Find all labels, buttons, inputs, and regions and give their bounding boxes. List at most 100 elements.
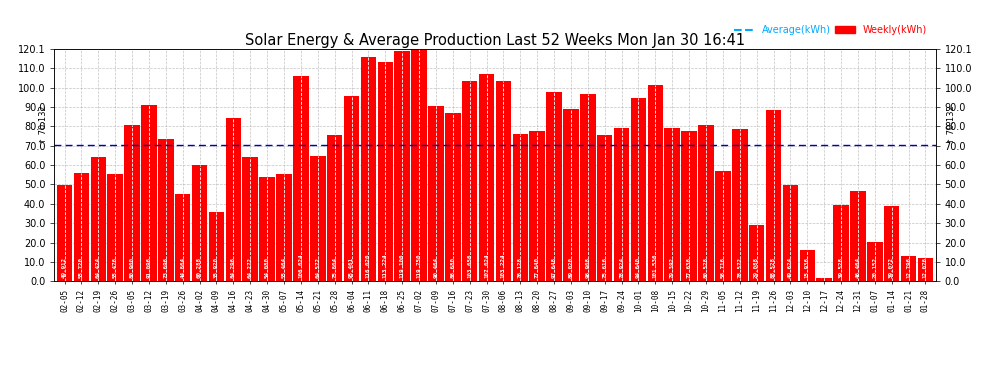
Text: 80.900: 80.900 <box>130 257 135 278</box>
Bar <box>546 92 562 281</box>
Text: 64.424: 64.424 <box>96 257 101 278</box>
Bar <box>192 165 207 281</box>
Bar <box>918 258 934 281</box>
Text: 94.640: 94.640 <box>636 257 641 278</box>
Text: 103.656: 103.656 <box>467 254 472 278</box>
Text: 64.572: 64.572 <box>315 257 321 278</box>
Legend: Average(kWh), Weekly(kWh): Average(kWh), Weekly(kWh) <box>731 21 931 39</box>
Bar <box>563 109 579 281</box>
Text: 75.804: 75.804 <box>333 257 338 278</box>
Bar <box>108 174 123 281</box>
Text: 29.088: 29.088 <box>754 257 759 278</box>
Text: 55.476: 55.476 <box>113 257 118 278</box>
Bar <box>428 106 444 281</box>
Bar <box>597 135 613 281</box>
Text: 90.464: 90.464 <box>434 257 439 278</box>
Text: 97.648: 97.648 <box>551 257 556 278</box>
Text: 60.288: 60.288 <box>197 257 202 278</box>
Text: 79.392: 79.392 <box>669 257 675 278</box>
Bar <box>209 212 225 281</box>
Text: 12.796: 12.796 <box>906 257 911 278</box>
Bar <box>310 156 326 281</box>
Bar <box>462 81 477 281</box>
Bar <box>817 278 832 281</box>
Text: 12.076: 12.076 <box>923 257 928 278</box>
Text: 35.920: 35.920 <box>214 257 219 278</box>
Bar <box>125 124 140 281</box>
Text: 54.080: 54.080 <box>264 257 269 278</box>
Bar <box>765 110 781 281</box>
Bar <box>530 130 544 281</box>
Bar <box>834 205 848 281</box>
Text: 76.128: 76.128 <box>518 257 523 278</box>
Text: 15.936: 15.936 <box>805 257 810 278</box>
Text: 78.924: 78.924 <box>619 257 624 278</box>
Text: 106.024: 106.024 <box>298 254 303 278</box>
Text: 101.536: 101.536 <box>652 254 657 278</box>
Text: 86.680: 86.680 <box>450 257 455 278</box>
Bar <box>800 251 815 281</box>
Bar <box>850 191 865 281</box>
Text: 91.096: 91.096 <box>147 257 151 278</box>
Bar <box>142 105 156 281</box>
Text: 89.020: 89.020 <box>568 257 573 278</box>
Text: 49.912: 49.912 <box>62 257 67 278</box>
Bar <box>732 129 747 281</box>
Text: 107.024: 107.024 <box>484 254 489 278</box>
Bar <box>698 125 714 281</box>
Bar <box>243 157 258 281</box>
Bar <box>56 184 72 281</box>
Bar <box>344 96 359 281</box>
Text: 103.224: 103.224 <box>501 254 506 278</box>
Bar <box>175 194 190 281</box>
Text: 119.100: 119.100 <box>400 254 405 278</box>
Text: ↑ 70.132: ↑ 70.132 <box>40 105 49 144</box>
Bar <box>631 98 646 281</box>
Text: 44.864: 44.864 <box>180 257 185 278</box>
Text: 96.908: 96.908 <box>585 257 590 278</box>
Bar <box>867 242 882 281</box>
Bar <box>360 57 376 281</box>
Bar <box>377 62 393 281</box>
Text: 55.464: 55.464 <box>281 257 286 278</box>
Bar <box>783 185 798 281</box>
Bar <box>748 225 764 281</box>
Text: 119.750: 119.750 <box>417 254 422 278</box>
Bar <box>884 206 900 281</box>
Text: 39.528: 39.528 <box>839 257 843 278</box>
Text: 73.696: 73.696 <box>163 257 168 278</box>
Text: 95.461: 95.461 <box>349 257 354 278</box>
Text: 39.072: 39.072 <box>889 257 894 278</box>
Text: 116.020: 116.020 <box>366 254 371 278</box>
Bar <box>394 51 410 281</box>
Text: 77.840: 77.840 <box>535 257 540 278</box>
Bar <box>647 85 663 281</box>
Text: 1.928: 1.928 <box>822 261 827 278</box>
Bar <box>327 135 343 281</box>
Bar <box>496 81 511 281</box>
Text: 49.624: 49.624 <box>788 257 793 278</box>
Text: 56.716: 56.716 <box>721 257 726 278</box>
Text: 46.464: 46.464 <box>855 257 860 278</box>
Bar <box>73 173 89 281</box>
Bar <box>293 76 309 281</box>
Bar <box>158 139 173 281</box>
Text: 84.296: 84.296 <box>231 257 236 278</box>
Text: 75.616: 75.616 <box>602 257 607 278</box>
Bar <box>411 50 427 281</box>
Bar <box>513 134 528 281</box>
Text: 80.528: 80.528 <box>704 257 709 278</box>
Bar <box>226 118 242 281</box>
Bar <box>614 129 630 281</box>
Text: 55.720: 55.720 <box>79 257 84 278</box>
Text: 64.272: 64.272 <box>248 257 252 278</box>
Text: 20.152: 20.152 <box>872 257 877 278</box>
Text: ↑ 70.132: ↑ 70.132 <box>947 105 956 144</box>
Bar <box>259 177 275 281</box>
Bar <box>681 131 697 281</box>
Text: 113.224: 113.224 <box>383 254 388 278</box>
Text: 88.528: 88.528 <box>771 257 776 278</box>
Bar <box>90 156 106 281</box>
Bar <box>901 256 917 281</box>
Title: Solar Energy & Average Production Last 52 Weeks Mon Jan 30 16:41: Solar Energy & Average Production Last 5… <box>245 33 745 48</box>
